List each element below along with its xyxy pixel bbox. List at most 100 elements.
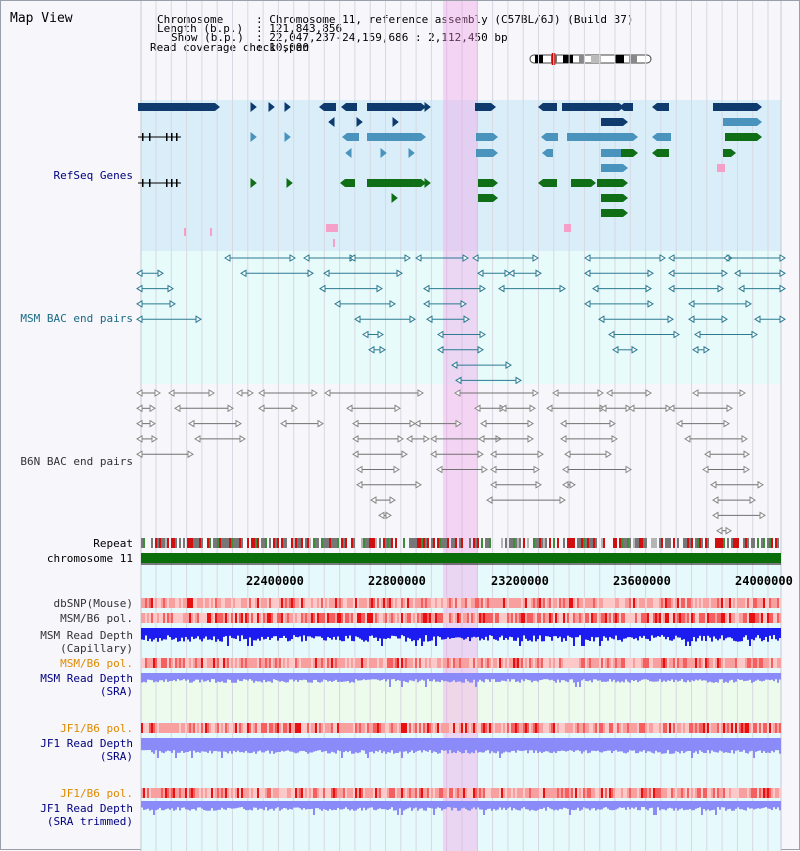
polymorphism-cell bbox=[145, 658, 147, 668]
polymorphism-cell bbox=[765, 788, 767, 798]
depth-bar bbox=[267, 628, 269, 637]
polymorphism-cell bbox=[465, 788, 467, 798]
bac-end-arrow bbox=[417, 389, 424, 397]
polymorphism-cell bbox=[271, 788, 273, 798]
repeat-element bbox=[439, 538, 441, 548]
polymorphism-cell bbox=[263, 613, 265, 623]
polymorphism-cell bbox=[183, 658, 185, 668]
bac-end-arrow bbox=[404, 254, 411, 262]
polymorphism-cell bbox=[629, 598, 631, 608]
bac-end-arrow bbox=[136, 315, 143, 324]
repeat-element bbox=[667, 538, 669, 548]
bac-end-arrow bbox=[258, 404, 265, 413]
selected-region-highlight[interactable] bbox=[443, 1, 478, 851]
bac-pair bbox=[716, 512, 762, 519]
bac-pair bbox=[360, 481, 418, 488]
depth-bar bbox=[281, 801, 283, 810]
polymorphism-cell bbox=[519, 658, 521, 668]
polymorphism-cell bbox=[645, 658, 647, 668]
depth-bar bbox=[627, 801, 629, 808]
polymorphism-cell bbox=[303, 723, 305, 733]
depth-bar bbox=[315, 673, 317, 680]
track-label-jf1-b6-pol[interactable]: JF1/B6 pol. bbox=[60, 722, 133, 735]
polymorphism-cell bbox=[517, 788, 519, 798]
polymorphism-cell bbox=[189, 598, 191, 608]
depth-bar bbox=[411, 628, 413, 642]
depth-bar bbox=[227, 738, 229, 754]
polymorphism-cell bbox=[257, 723, 259, 733]
depth-bar bbox=[643, 673, 645, 680]
polymorphism-cell bbox=[415, 613, 417, 623]
repeat-element bbox=[685, 538, 687, 548]
polymorphism-cell bbox=[255, 598, 257, 608]
repeat-element bbox=[313, 538, 315, 548]
polymorphism-cell bbox=[295, 788, 297, 798]
track-label-refseq[interactable]: RefSeq Genes bbox=[53, 169, 133, 182]
depth-bar bbox=[775, 738, 777, 751]
depth-bar bbox=[145, 628, 147, 636]
track-label-msm-bac[interactable]: MSM BAC end pairs bbox=[20, 312, 133, 325]
polymorphism-cell bbox=[261, 723, 263, 733]
polymorphism-cell bbox=[639, 788, 641, 798]
depth-bar bbox=[449, 628, 451, 639]
depth-bar bbox=[745, 801, 747, 811]
depth-bar bbox=[229, 628, 231, 636]
depth-bar bbox=[569, 738, 571, 751]
polymorphism-cell bbox=[423, 613, 425, 623]
bac-pair bbox=[476, 255, 535, 261]
polymorphism-cell bbox=[633, 613, 635, 623]
depth-bar bbox=[753, 801, 755, 810]
track-label-jf1-depth-trim[interactable]: JF1 Read Depth bbox=[40, 802, 133, 815]
depth-bar bbox=[503, 673, 505, 681]
track-label-jf1-b6-pol-trim[interactable]: JF1/B6 pol. bbox=[60, 787, 133, 800]
polymorphism-cell bbox=[263, 598, 265, 608]
depth-bar bbox=[185, 801, 187, 810]
polymorphism-cell bbox=[449, 613, 451, 623]
polymorphism-cell bbox=[523, 658, 525, 668]
polymorphism-cell bbox=[163, 723, 165, 733]
depth-bar bbox=[575, 673, 577, 687]
depth-bar bbox=[513, 628, 515, 641]
track-label-msm-b6-pol[interactable]: MSM/B6 pol. bbox=[60, 612, 133, 625]
polymorphism-cell bbox=[469, 788, 471, 798]
track-label-dbsnp[interactable]: dbSNP(Mouse) bbox=[53, 597, 133, 610]
track-label-msm-b6-pol-sra[interactable]: MSM/B6 pol. bbox=[60, 657, 133, 670]
polymorphism-cell bbox=[227, 598, 229, 608]
polymorphism-cell bbox=[199, 723, 201, 733]
polymorphism-cell bbox=[669, 723, 671, 733]
bac-pair bbox=[192, 420, 238, 427]
track-label-jf1-depth-sra[interactable]: JF1 Read Depth bbox=[40, 737, 133, 750]
bac-end-arrow bbox=[486, 496, 493, 504]
depth-bar bbox=[417, 738, 419, 751]
track-label-msm-depth-sra[interactable]: MSM Read Depth bbox=[40, 672, 133, 685]
gene-exon bbox=[149, 179, 151, 187]
gene-arrow bbox=[250, 131, 257, 143]
depth-bar bbox=[435, 738, 437, 753]
bac-end-arrow bbox=[188, 419, 195, 428]
track-label-b6n-bac[interactable]: B6N BAC end pairs bbox=[20, 455, 133, 468]
track-label-msm-depth-cap[interactable]: MSM Read Depth bbox=[40, 629, 133, 642]
polymorphism-cell bbox=[311, 723, 313, 733]
depth-bar bbox=[261, 673, 263, 683]
polymorphism-cell bbox=[691, 723, 693, 733]
polymorphism-cell bbox=[337, 788, 339, 798]
depth-bar bbox=[661, 738, 663, 754]
depth-bar bbox=[155, 801, 157, 811]
polymorphism-cell bbox=[527, 788, 529, 798]
depth-bar bbox=[711, 673, 713, 683]
depth-bar bbox=[157, 673, 159, 683]
depth-bar bbox=[231, 738, 233, 754]
track-label-chromosome[interactable]: chromosome 11 bbox=[46, 552, 133, 565]
polymorphism-cell bbox=[439, 598, 441, 608]
polymorphism-cell bbox=[273, 613, 275, 623]
polymorphism-cell bbox=[683, 658, 685, 668]
polymorphism-cell bbox=[329, 598, 331, 608]
polymorphism-cell bbox=[287, 613, 289, 623]
bac-pair bbox=[494, 451, 540, 458]
repeat-element bbox=[751, 538, 753, 548]
polymorphism-cell bbox=[197, 658, 199, 668]
bac-end-arrow bbox=[592, 284, 599, 293]
repeat-element bbox=[701, 538, 703, 548]
depth-bar bbox=[481, 738, 483, 753]
track-label-repeat[interactable]: Repeat bbox=[93, 537, 133, 550]
